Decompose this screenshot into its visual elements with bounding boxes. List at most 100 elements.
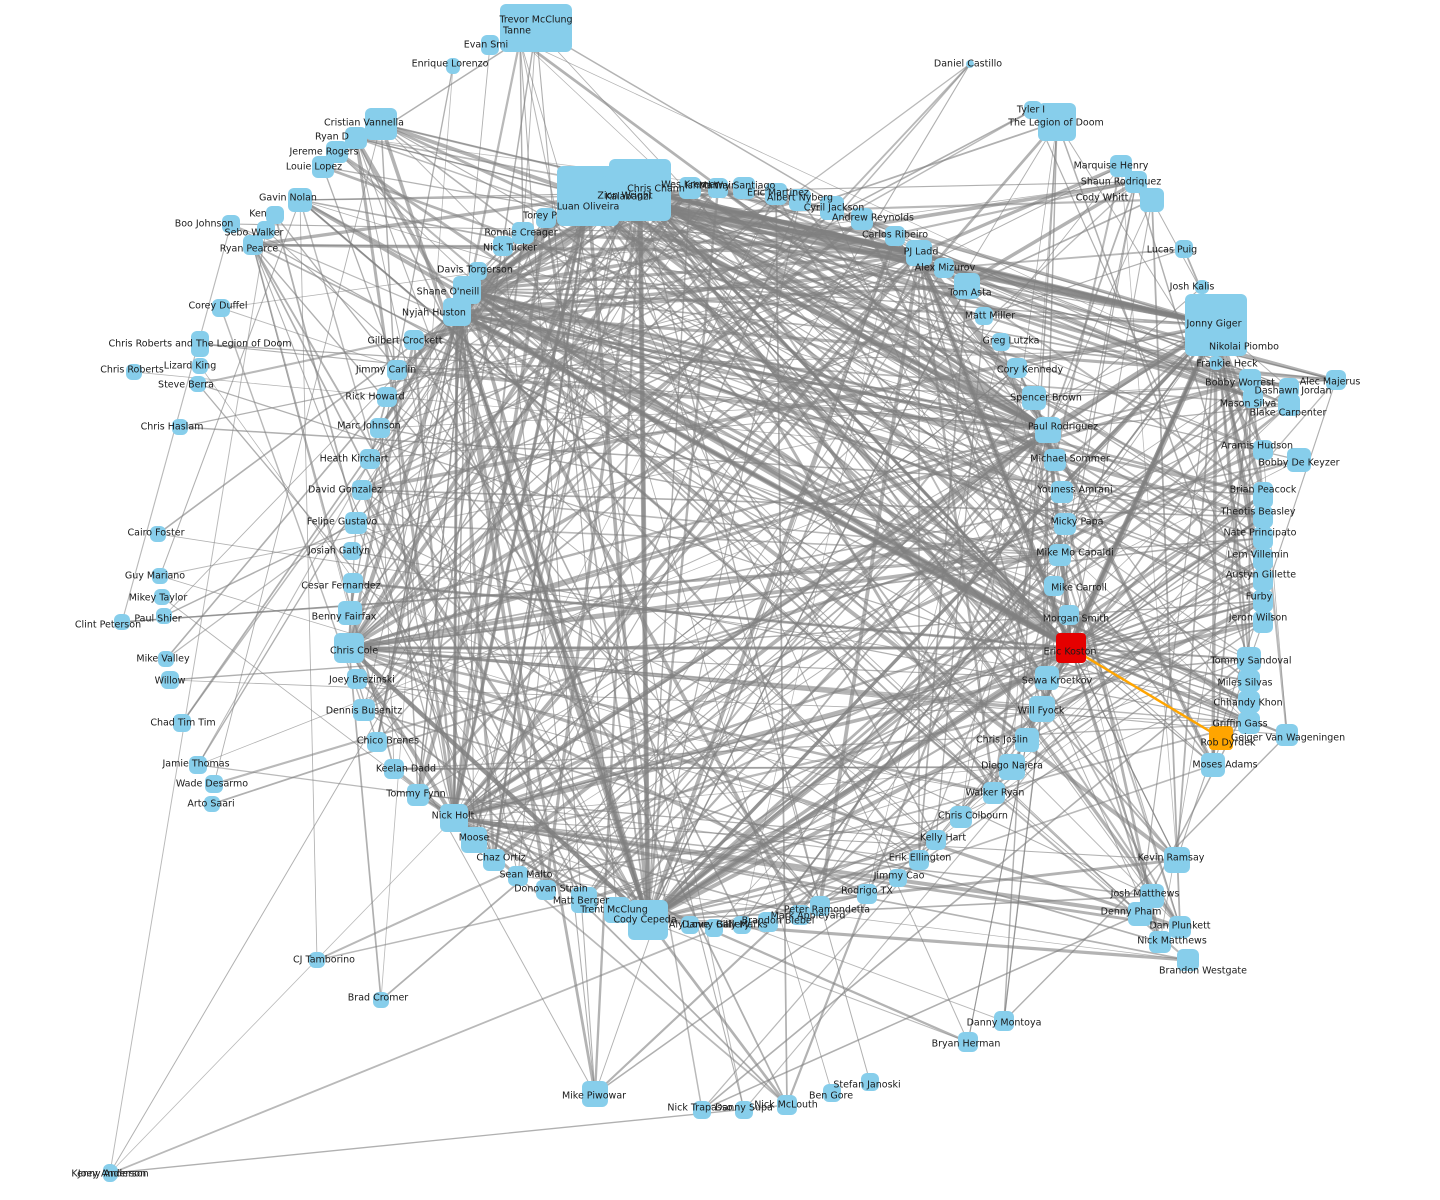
graph-node[interactable] [1209, 356, 1223, 370]
graph-node[interactable] [172, 419, 188, 435]
graph-node[interactable] [705, 919, 723, 937]
graph-node[interactable] [966, 60, 974, 68]
graph-node[interactable] [1326, 370, 1346, 390]
graph-node[interactable] [1054, 513, 1076, 535]
graph-node[interactable] [353, 699, 375, 721]
graph-node[interactable] [387, 360, 407, 380]
graph-node[interactable] [571, 887, 597, 913]
graph-node[interactable] [407, 784, 429, 806]
graph-node[interactable] [906, 240, 932, 266]
graph-node[interactable] [777, 1095, 797, 1115]
graph-node[interactable] [343, 542, 361, 560]
graph-node[interactable] [1243, 388, 1263, 408]
graph-node[interactable] [345, 127, 367, 149]
graph-node[interactable] [1149, 931, 1171, 953]
graph-node[interactable] [493, 236, 513, 256]
graph-node[interactable] [106, 1165, 118, 1181]
graph-node[interactable] [851, 208, 873, 230]
graph-node[interactable] [765, 183, 787, 205]
graph-node[interactable] [1238, 691, 1260, 713]
graph-node[interactable] [823, 1084, 841, 1102]
graph-node[interactable] [373, 992, 389, 1008]
graph-node[interactable] [1253, 506, 1273, 528]
graph-node[interactable] [1125, 171, 1147, 193]
graph-node[interactable] [483, 849, 505, 871]
graph-node[interactable] [1169, 916, 1191, 938]
graph-node[interactable] [152, 568, 168, 584]
graph-node[interactable] [1035, 666, 1059, 690]
graph-node[interactable] [1128, 902, 1152, 926]
graph-node[interactable] [156, 608, 172, 624]
graph-node[interactable] [536, 208, 556, 228]
graph-node[interactable] [994, 1011, 1014, 1031]
graph-node[interactable] [360, 449, 380, 469]
graph-node[interactable] [126, 364, 142, 380]
graph-node[interactable] [604, 897, 630, 923]
graph-node[interactable] [1140, 188, 1164, 212]
graph-node[interactable] [1253, 548, 1273, 570]
graph-node[interactable] [1209, 726, 1233, 750]
graph-node[interactable] [536, 880, 556, 900]
graph-node[interactable] [312, 156, 334, 178]
graph-node[interactable] [934, 258, 954, 278]
graph-node[interactable] [1253, 569, 1273, 591]
graph-node[interactable] [508, 28, 532, 52]
graph-node[interactable] [1279, 378, 1299, 398]
graph-node[interactable] [733, 916, 751, 934]
graph-node[interactable] [926, 830, 946, 850]
graph-node[interactable] [820, 196, 844, 220]
graph-node[interactable] [158, 651, 174, 667]
graph-node[interactable] [1056, 633, 1086, 663]
graph-node[interactable] [733, 177, 755, 199]
graph-node[interactable] [1253, 527, 1273, 549]
graph-node[interactable] [861, 1073, 879, 1091]
graph-node[interactable] [1276, 724, 1298, 746]
graph-node[interactable] [975, 307, 993, 325]
graph-node[interactable] [1237, 647, 1261, 671]
graph-node[interactable] [191, 331, 209, 357]
graph-node[interactable] [461, 827, 487, 853]
graph-node[interactable] [1239, 369, 1261, 391]
graph-node[interactable] [343, 573, 363, 593]
graph-node[interactable] [367, 732, 387, 752]
graph-node[interactable] [983, 782, 1005, 804]
graph-node[interactable] [857, 884, 877, 904]
graph-node[interactable] [1287, 448, 1311, 472]
graph-node[interactable] [309, 952, 325, 968]
graph-node[interactable] [512, 222, 534, 244]
graph-node[interactable] [370, 418, 390, 438]
graph-node[interactable] [404, 330, 424, 350]
graph-node[interactable] [204, 796, 220, 812]
graph-node[interactable] [1253, 590, 1273, 612]
graph-node[interactable] [1253, 611, 1273, 633]
graph-node[interactable] [1029, 696, 1055, 722]
graph-node[interactable] [338, 601, 362, 625]
graph-node[interactable] [909, 850, 929, 870]
graph-node[interactable] [1238, 712, 1260, 734]
graph-node[interactable] [384, 759, 404, 779]
graph-node[interactable] [679, 177, 701, 199]
graph-node[interactable] [288, 188, 312, 212]
graph-node[interactable] [758, 912, 778, 932]
graph-node[interactable] [352, 480, 372, 500]
graph-node[interactable] [789, 189, 811, 211]
graph-node[interactable] [1049, 544, 1071, 566]
graph-node[interactable] [1238, 670, 1260, 692]
graph-node[interactable] [443, 298, 471, 326]
graph-node[interactable] [222, 215, 240, 233]
graph-node[interactable] [1059, 605, 1079, 625]
graph-node[interactable] [1024, 101, 1042, 119]
graph-node[interactable] [958, 1032, 978, 1052]
graph-node[interactable] [628, 900, 668, 940]
graph-node[interactable] [1015, 728, 1039, 752]
graph-node[interactable] [607, 183, 637, 213]
graph-node[interactable] [377, 387, 397, 407]
graph-node[interactable] [992, 333, 1010, 351]
graph-node[interactable] [1233, 341, 1247, 355]
graph-node[interactable] [708, 178, 728, 198]
graph-node[interactable] [212, 299, 230, 317]
graph-node[interactable] [1201, 753, 1225, 777]
graph-node[interactable] [192, 358, 208, 374]
graph-node[interactable] [365, 108, 397, 140]
